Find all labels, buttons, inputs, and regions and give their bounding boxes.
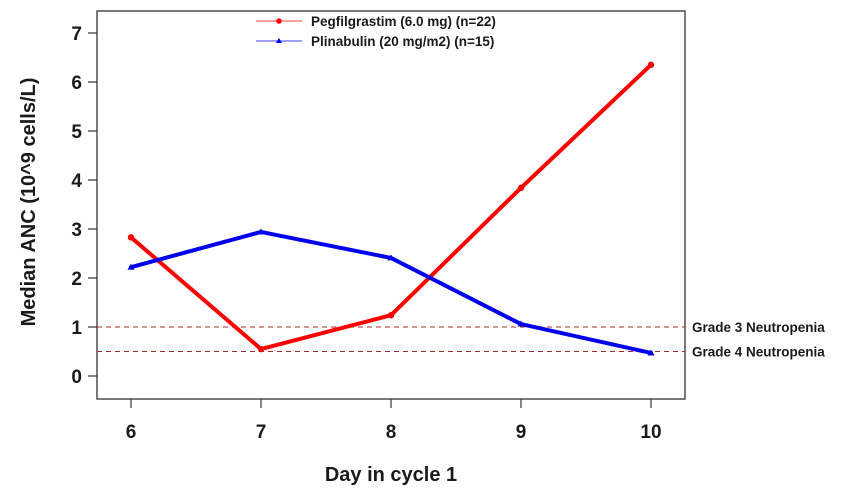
reference-line-label: Grade 3 Neutropenia bbox=[692, 320, 825, 335]
reference-line-label: Grade 4 Neutropenia bbox=[692, 345, 825, 360]
x-tick-label: 8 bbox=[386, 422, 397, 443]
y-tick-label: 2 bbox=[71, 269, 82, 290]
legend-label: Plinabulin (20 mg/m2) (n=15) bbox=[311, 34, 494, 49]
y-axis-title: Median ANC (10^9 cells/L) bbox=[18, 78, 40, 327]
data-point bbox=[127, 234, 135, 241]
y-tick-label: 6 bbox=[71, 73, 82, 94]
data-point bbox=[517, 184, 525, 192]
data-point bbox=[647, 61, 655, 69]
legend-item: Plinabulin (20 mg/m2) (n=15) bbox=[256, 34, 494, 49]
legend-marker-circle-icon bbox=[276, 18, 282, 24]
x-tick-label: 10 bbox=[640, 422, 661, 443]
data-point bbox=[127, 263, 135, 270]
series-line bbox=[129, 229, 653, 355]
y-tick-label: 1 bbox=[71, 318, 82, 339]
legend-item: Pegfilgrastim (6.0 mg) (n=22) bbox=[256, 14, 496, 29]
data-point bbox=[257, 228, 265, 235]
series-layer bbox=[127, 61, 655, 356]
data-point bbox=[387, 254, 395, 261]
data-point bbox=[647, 349, 655, 356]
legend-marker-triangle-icon bbox=[276, 38, 282, 43]
x-tick-label: 9 bbox=[516, 422, 527, 443]
y-axis: 0 1 2 3 4 5 6 7 bbox=[71, 24, 97, 388]
y-tick-label: 0 bbox=[71, 367, 82, 388]
x-axis: 6 7 8 9 10 bbox=[126, 399, 662, 443]
data-point bbox=[257, 345, 265, 353]
legend-label: Pegfilgrastim (6.0 mg) (n=22) bbox=[311, 14, 496, 29]
data-point bbox=[517, 320, 525, 327]
x-tick-label: 7 bbox=[256, 422, 267, 443]
y-tick-label: 3 bbox=[71, 220, 82, 241]
y-tick-label: 7 bbox=[71, 24, 82, 45]
y-tick-label: 5 bbox=[71, 122, 82, 143]
legend: Pegfilgrastim (6.0 mg) (n=22) Plinabulin … bbox=[256, 14, 496, 49]
y-tick-label: 4 bbox=[71, 171, 82, 192]
x-tick-label: 6 bbox=[126, 422, 137, 443]
series-line bbox=[129, 62, 653, 352]
series-plinabulin bbox=[127, 228, 655, 356]
data-point bbox=[387, 312, 395, 319]
series-pegfilgrastim bbox=[127, 61, 655, 353]
x-axis-title: Day in cycle 1 bbox=[325, 464, 457, 486]
reference-lines: Grade 3 Neutropenia Grade 4 Neutropenia bbox=[97, 320, 825, 360]
